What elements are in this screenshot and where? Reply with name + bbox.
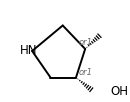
Text: OH: OH (111, 85, 129, 98)
Text: HN: HN (20, 44, 38, 58)
Text: or1: or1 (79, 68, 93, 77)
Text: or1: or1 (79, 38, 93, 47)
